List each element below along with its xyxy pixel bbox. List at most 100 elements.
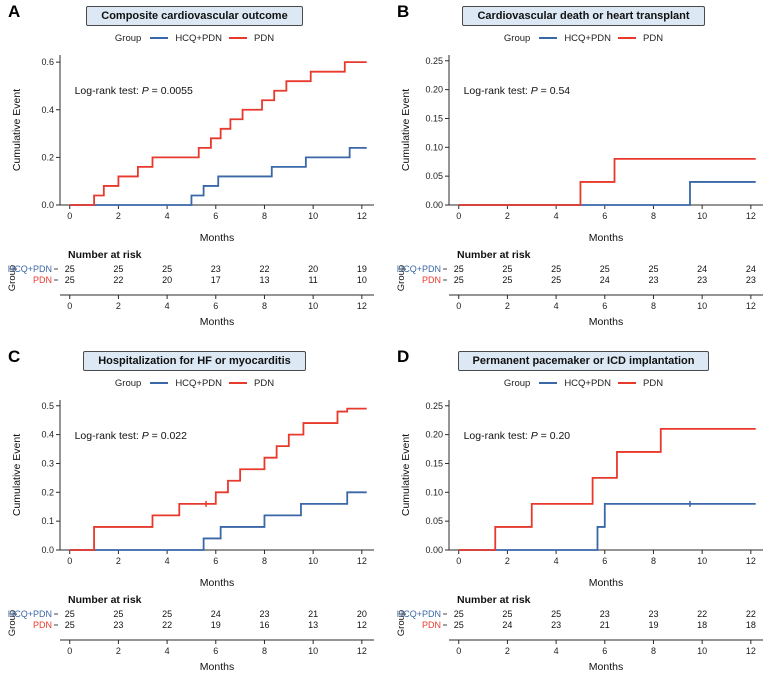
svg-text:6: 6 xyxy=(213,211,218,221)
svg-text:25: 25 xyxy=(65,264,75,274)
svg-text:8: 8 xyxy=(262,556,267,566)
svg-text:23: 23 xyxy=(648,609,658,619)
svg-text:22: 22 xyxy=(113,275,123,285)
svg-text:25: 25 xyxy=(454,609,464,619)
svg-text:Months: Months xyxy=(589,316,623,328)
svg-text:18: 18 xyxy=(746,620,756,630)
panel-pacemaker-icd: D Permanent pacemaker or ICD implantatio… xyxy=(389,345,778,690)
svg-text:Months: Months xyxy=(589,232,623,244)
svg-text:PDN: PDN xyxy=(422,620,441,630)
svg-text:22: 22 xyxy=(162,620,172,630)
svg-text:6: 6 xyxy=(213,646,218,656)
svg-text:4: 4 xyxy=(165,556,170,566)
legend-key-hcq-pdn xyxy=(150,382,169,384)
svg-text:Group: Group xyxy=(397,265,407,291)
svg-text:6: 6 xyxy=(602,211,607,221)
legend-key-hcq-pdn xyxy=(539,382,558,384)
svg-text:8: 8 xyxy=(651,301,656,311)
legend-group-label: Group xyxy=(114,377,142,389)
legend-group-label: Group xyxy=(503,377,531,389)
svg-text:Cumulative Event: Cumulative Event xyxy=(400,434,412,516)
svg-text:25: 25 xyxy=(113,609,123,619)
svg-text:23: 23 xyxy=(648,275,658,285)
legend-key-hcq-pdn xyxy=(539,37,558,39)
svg-text:2: 2 xyxy=(505,556,510,566)
svg-text:2: 2 xyxy=(116,556,121,566)
svg-text:Cumulative Event: Cumulative Event xyxy=(11,434,23,516)
svg-text:0.5: 0.5 xyxy=(41,401,54,411)
legend-key-pdn xyxy=(618,382,637,384)
panel-title: Permanent pacemaker or ICD implantation xyxy=(457,351,710,371)
svg-text:Number at risk: Number at risk xyxy=(457,594,531,606)
svg-text:22: 22 xyxy=(746,609,756,619)
svg-text:0: 0 xyxy=(67,556,72,566)
svg-text:0.00: 0.00 xyxy=(425,200,443,210)
svg-text:Months: Months xyxy=(200,232,234,244)
svg-text:24: 24 xyxy=(502,620,512,630)
svg-text:0: 0 xyxy=(456,301,461,311)
svg-text:6: 6 xyxy=(602,556,607,566)
svg-text:25: 25 xyxy=(454,620,464,630)
svg-text:Group: Group xyxy=(397,610,407,636)
svg-text:23: 23 xyxy=(551,620,561,630)
svg-text:0: 0 xyxy=(67,646,72,656)
panel-letter: A xyxy=(8,2,21,21)
panel-letter: C xyxy=(8,347,21,366)
svg-text:4: 4 xyxy=(554,646,559,656)
svg-text:0.10: 0.10 xyxy=(425,487,443,497)
svg-text:Group: Group xyxy=(8,265,18,291)
svg-text:22: 22 xyxy=(259,264,269,274)
svg-text:0.25: 0.25 xyxy=(425,401,443,411)
legend-group-label: Group xyxy=(114,32,142,44)
svg-text:Log-rank test: P = 0.022: Log-rank test: P = 0.022 xyxy=(75,430,188,442)
svg-text:Months: Months xyxy=(200,316,234,328)
svg-text:0.25: 0.25 xyxy=(425,56,443,66)
svg-text:25: 25 xyxy=(454,264,464,274)
svg-text:22: 22 xyxy=(697,609,707,619)
legend-label-pdn: PDN xyxy=(254,32,275,44)
svg-text:6: 6 xyxy=(602,646,607,656)
svg-text:24: 24 xyxy=(600,275,610,285)
svg-text:0.1: 0.1 xyxy=(41,516,54,526)
svg-text:Cumulative Event: Cumulative Event xyxy=(11,89,23,171)
svg-text:25: 25 xyxy=(648,264,658,274)
svg-text:Log-rank test: P = 0.0055: Log-rank test: P = 0.0055 xyxy=(75,85,193,97)
legend-label-pdn: PDN xyxy=(643,32,664,44)
panel-title: Cardiovascular death or heart transplant xyxy=(462,6,705,26)
svg-text:4: 4 xyxy=(165,301,170,311)
svg-text:8: 8 xyxy=(262,646,267,656)
legend-label-hcq-pdn: HCQ+PDN xyxy=(175,377,223,389)
svg-text:25: 25 xyxy=(551,264,561,274)
svg-text:25: 25 xyxy=(502,264,512,274)
svg-text:0: 0 xyxy=(456,556,461,566)
legend: Group HCQ+PDN PDN xyxy=(0,376,389,390)
svg-text:Log-rank test: P = 0.20: Log-rank test: P = 0.20 xyxy=(464,430,571,442)
svg-text:0.05: 0.05 xyxy=(425,171,443,181)
svg-text:0: 0 xyxy=(456,211,461,221)
svg-text:13: 13 xyxy=(308,620,318,630)
legend-key-pdn xyxy=(229,37,248,39)
svg-text:4: 4 xyxy=(554,556,559,566)
legend-label-hcq-pdn: HCQ+PDN xyxy=(564,377,612,389)
svg-text:11: 11 xyxy=(308,275,317,285)
svg-text:23: 23 xyxy=(697,275,707,285)
legend: Group HCQ+PDN PDN xyxy=(389,376,778,390)
svg-text:4: 4 xyxy=(165,646,170,656)
svg-text:12: 12 xyxy=(746,556,756,566)
panel-title: Composite cardiovascular outcome xyxy=(86,6,303,26)
svg-text:2: 2 xyxy=(116,301,121,311)
svg-text:0.20: 0.20 xyxy=(425,85,443,95)
svg-text:12: 12 xyxy=(357,646,367,656)
legend-label-hcq-pdn: HCQ+PDN xyxy=(175,32,223,44)
svg-text:10: 10 xyxy=(357,275,367,285)
svg-text:12: 12 xyxy=(357,211,367,221)
svg-text:0.3: 0.3 xyxy=(41,458,54,468)
svg-text:0.15: 0.15 xyxy=(425,458,443,468)
svg-text:HCQ+PDN: HCQ+PDN xyxy=(397,609,441,619)
svg-text:0: 0 xyxy=(456,646,461,656)
svg-text:19: 19 xyxy=(648,620,658,630)
legend-key-pdn xyxy=(618,37,637,39)
